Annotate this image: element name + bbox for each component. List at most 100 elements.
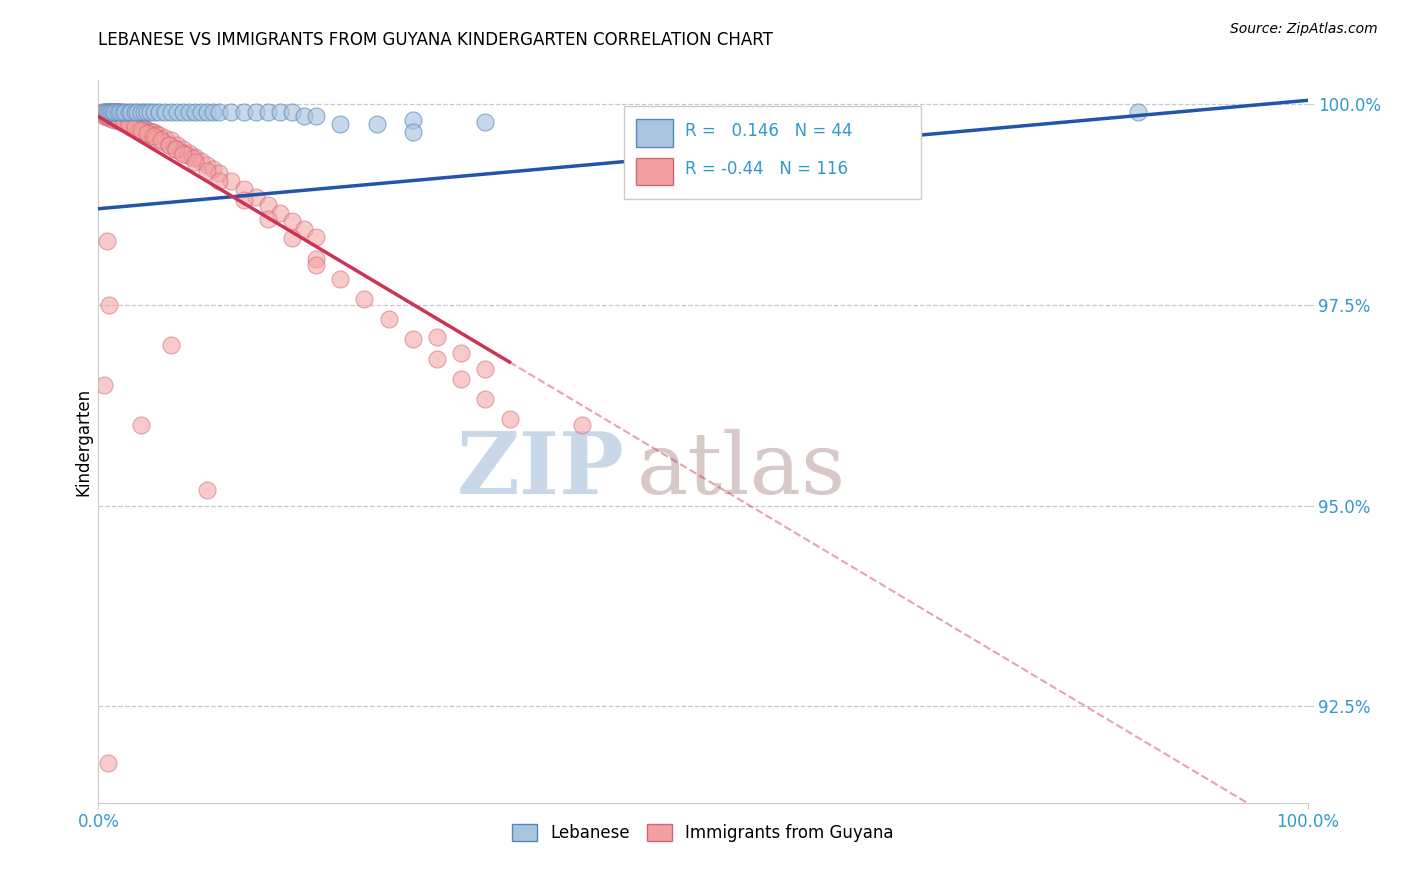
Point [127,105,149,120]
Point [118,117,141,131]
Text: atlas: atlas [637,429,845,512]
Point [111,109,134,123]
Point [184,149,207,163]
Point [98,111,121,125]
Point [104,105,127,120]
Text: ZIP: ZIP [457,428,624,512]
Point [131,125,153,139]
Point [124,117,146,131]
Point [124,121,146,136]
Point [124,120,146,134]
Legend: Lebanese, Immigrants from Guyana: Lebanese, Immigrants from Guyana [506,817,900,848]
Point [105,112,128,126]
Point [97,756,120,770]
Point [114,109,136,123]
Point [93,105,115,120]
Point [114,105,136,120]
Point [160,133,183,147]
FancyBboxPatch shape [637,158,672,185]
Point [474,392,496,406]
Point [134,121,156,136]
Point [157,137,180,152]
Point [172,141,194,155]
Point [143,125,166,139]
Point [256,212,278,227]
Point [97,109,120,123]
Point [108,114,131,128]
Point [145,127,167,141]
Point [190,105,212,120]
Point [148,128,170,142]
Point [292,221,315,235]
Point [108,105,131,120]
Text: LEBANESE VS IMMIGRANTS FROM GUYANA KINDERGARTEN CORRELATION CHART: LEBANESE VS IMMIGRANTS FROM GUYANA KINDE… [98,31,773,49]
Point [150,133,173,147]
Point [101,110,124,124]
Point [281,231,304,245]
Point [129,418,152,433]
Point [108,113,131,128]
Point [176,148,198,162]
Point [153,131,176,145]
Point [208,173,231,187]
Point [131,120,153,134]
Point [93,378,115,392]
Point [96,110,118,124]
Point [141,129,163,144]
Point [143,129,166,144]
Point [117,113,139,128]
Point [135,105,157,120]
Point [103,105,125,120]
Point [402,332,425,346]
Point [135,126,157,140]
Point [202,161,225,176]
Point [139,105,162,120]
Point [366,117,388,131]
Point [107,105,129,120]
Point [100,105,122,120]
Point [221,173,243,187]
Point [135,123,157,137]
Point [91,105,114,120]
Point [110,115,132,129]
Point [129,123,152,137]
Point [104,105,127,120]
Point [474,115,496,129]
Point [353,292,375,306]
Point [195,157,218,171]
Point [111,105,134,120]
Point [245,189,267,203]
Point [152,135,174,149]
Point [172,147,194,161]
Point [108,105,131,120]
Point [157,138,180,153]
Point [232,193,254,207]
Point [305,252,328,266]
Point [141,125,163,139]
Point [98,105,121,120]
Point [127,123,149,137]
Point [281,213,304,227]
Point [1128,105,1150,120]
Point [165,142,187,156]
Point [128,119,150,133]
Point [96,105,118,120]
Point [96,105,118,120]
Point [98,105,121,120]
FancyBboxPatch shape [637,120,672,147]
Point [195,164,218,178]
Point [160,338,183,352]
Point [571,418,593,433]
Point [195,105,218,120]
Point [91,107,114,121]
Point [108,105,131,120]
Point [305,258,328,272]
Point [245,105,267,120]
Point [100,105,122,120]
Point [208,105,231,120]
Point [256,105,278,120]
Point [195,483,218,497]
Point [100,105,122,120]
Point [153,105,176,120]
Point [135,127,157,141]
